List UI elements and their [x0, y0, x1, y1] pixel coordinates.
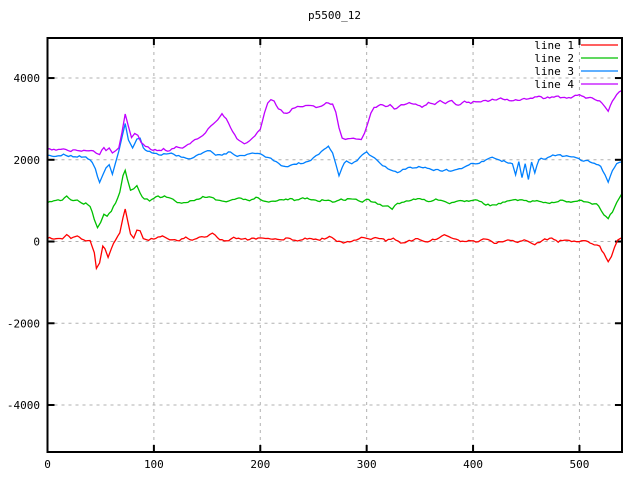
- legend-label-3: line 3: [534, 65, 574, 78]
- legend-label-2: line 2: [534, 52, 574, 65]
- legend-label-1: line 1: [534, 39, 574, 52]
- x-axis-tick-label: 300: [357, 458, 377, 471]
- series-line-4: [47, 89, 622, 156]
- x-axis-tick-label: 500: [570, 458, 590, 471]
- y-axis-tick-label: -2000: [7, 317, 40, 330]
- legend-label-4: line 4: [534, 78, 574, 91]
- y-axis-tick-label: -4000: [7, 399, 40, 412]
- y-axis-tick-label: 4000: [14, 72, 41, 85]
- chart-title: p5500_12: [308, 9, 361, 22]
- series-line-3: [47, 123, 622, 185]
- plot-border: [46, 37, 623, 453]
- series-line-1: [47, 208, 622, 271]
- y-axis-tick-label: 0: [33, 236, 40, 249]
- x-axis-tick-label: 200: [250, 458, 270, 471]
- x-axis-tick-label: 0: [44, 458, 51, 471]
- series-line-2: [47, 168, 622, 230]
- x-axis-tick-label: 100: [144, 458, 164, 471]
- x-axis-tick-label: 400: [463, 458, 483, 471]
- y-axis-tick-label: 2000: [14, 154, 41, 167]
